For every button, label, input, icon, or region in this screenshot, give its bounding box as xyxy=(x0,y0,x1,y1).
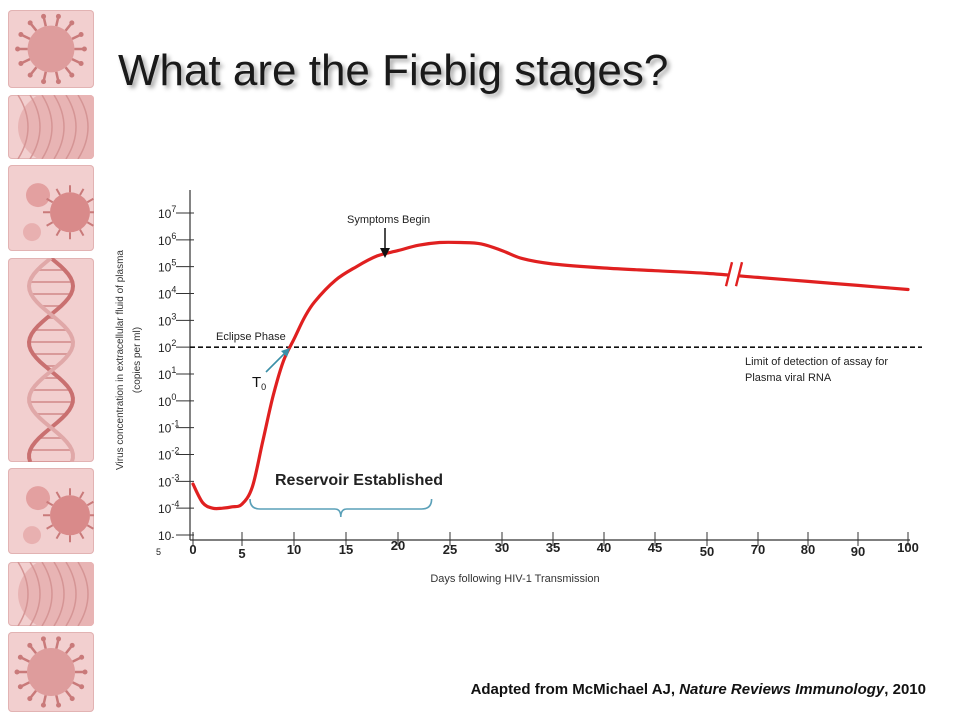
x-tick-label: 15 xyxy=(339,542,353,557)
cell-surface-icon xyxy=(8,562,94,626)
virus-particle-icon xyxy=(8,632,94,712)
reservoir-brace xyxy=(249,498,433,518)
chart-plot-area: 10710610510410310210110010-110-210-310-4… xyxy=(115,190,922,585)
reservoir-established-label: Reservoir Established xyxy=(275,472,443,489)
x-axis-label: Days following HIV-1 Transmission xyxy=(430,573,599,585)
x-tick-label: 35 xyxy=(546,540,560,555)
eclipse-phase-label: Eclipse Phase xyxy=(216,331,286,343)
cell-surface-icon xyxy=(8,95,94,159)
symptoms-begin-label: Symptoms Begin xyxy=(347,214,430,226)
y-axis-label: Virus concentration in extracellular flu… xyxy=(115,250,126,470)
virus-cluster-icon xyxy=(8,468,94,554)
axis-break-mark xyxy=(734,261,744,287)
virus-cluster-icon xyxy=(8,165,94,251)
y-tick-label: 10-1 xyxy=(158,419,179,436)
y-tick-label: 100 xyxy=(158,392,176,409)
citation-journal: Nature Reviews Immunology xyxy=(679,681,885,698)
x-tick-label: 80 xyxy=(801,542,815,557)
x-tick-label: 5 xyxy=(238,546,245,561)
x-tick-label: 10 xyxy=(287,542,301,557)
slide-title: What are the Fiebig stages? xyxy=(118,46,669,95)
dna-helix-icon xyxy=(8,258,94,462)
y-axis-label: (copies per ml) xyxy=(132,327,143,393)
symptoms-arrow-head xyxy=(380,248,390,258)
x-tick-label: 20 xyxy=(391,538,405,553)
x-tick-label: 40 xyxy=(597,540,611,555)
x-tick-label: 70 xyxy=(751,542,765,557)
citation: Adapted from McMichael AJ, Nature Review… xyxy=(471,681,926,698)
y-tick-label-exp: 5 xyxy=(156,547,161,557)
citation-prefix: Adapted from McMichael AJ, xyxy=(470,681,680,698)
y-tick-label: 105 xyxy=(158,258,176,275)
y-tick-label: 10-4 xyxy=(158,499,179,516)
t0-pointer-head xyxy=(281,348,290,357)
y-tick-label: 106 xyxy=(158,231,176,248)
y-tick-label: 102 xyxy=(158,338,176,355)
x-tick-label: 100 xyxy=(897,540,919,555)
sidebar-image-strip xyxy=(0,0,100,720)
citation-suffix: , 2010 xyxy=(884,681,926,698)
x-tick-label: 25 xyxy=(443,542,457,557)
detection-limit-label: Limit of detection of assay for xyxy=(745,356,888,368)
y-tick-label: 107 xyxy=(158,204,176,221)
detection-limit-label: Plasma viral RNA xyxy=(745,372,832,384)
y-tick-label: 103 xyxy=(158,311,176,328)
t0-pointer xyxy=(265,351,287,373)
x-tick-label: 50 xyxy=(700,544,714,559)
axis-break-mark xyxy=(724,261,734,287)
y-tick-label: 104 xyxy=(158,285,176,302)
axis-break-gap xyxy=(729,262,739,287)
y-tick-label: 10- xyxy=(158,529,174,543)
x-tick-label: 30 xyxy=(495,540,509,555)
x-tick-label: 0 xyxy=(189,542,196,557)
y-tick-label: 10-2 xyxy=(158,446,179,463)
y-tick-label: 101 xyxy=(158,365,176,382)
x-tick-label: 45 xyxy=(648,540,662,555)
virus-particle-icon xyxy=(8,10,94,88)
t0-label: T0 xyxy=(252,374,266,392)
y-tick-label: 10-3 xyxy=(158,472,179,489)
x-tick-label: 90 xyxy=(851,544,865,559)
